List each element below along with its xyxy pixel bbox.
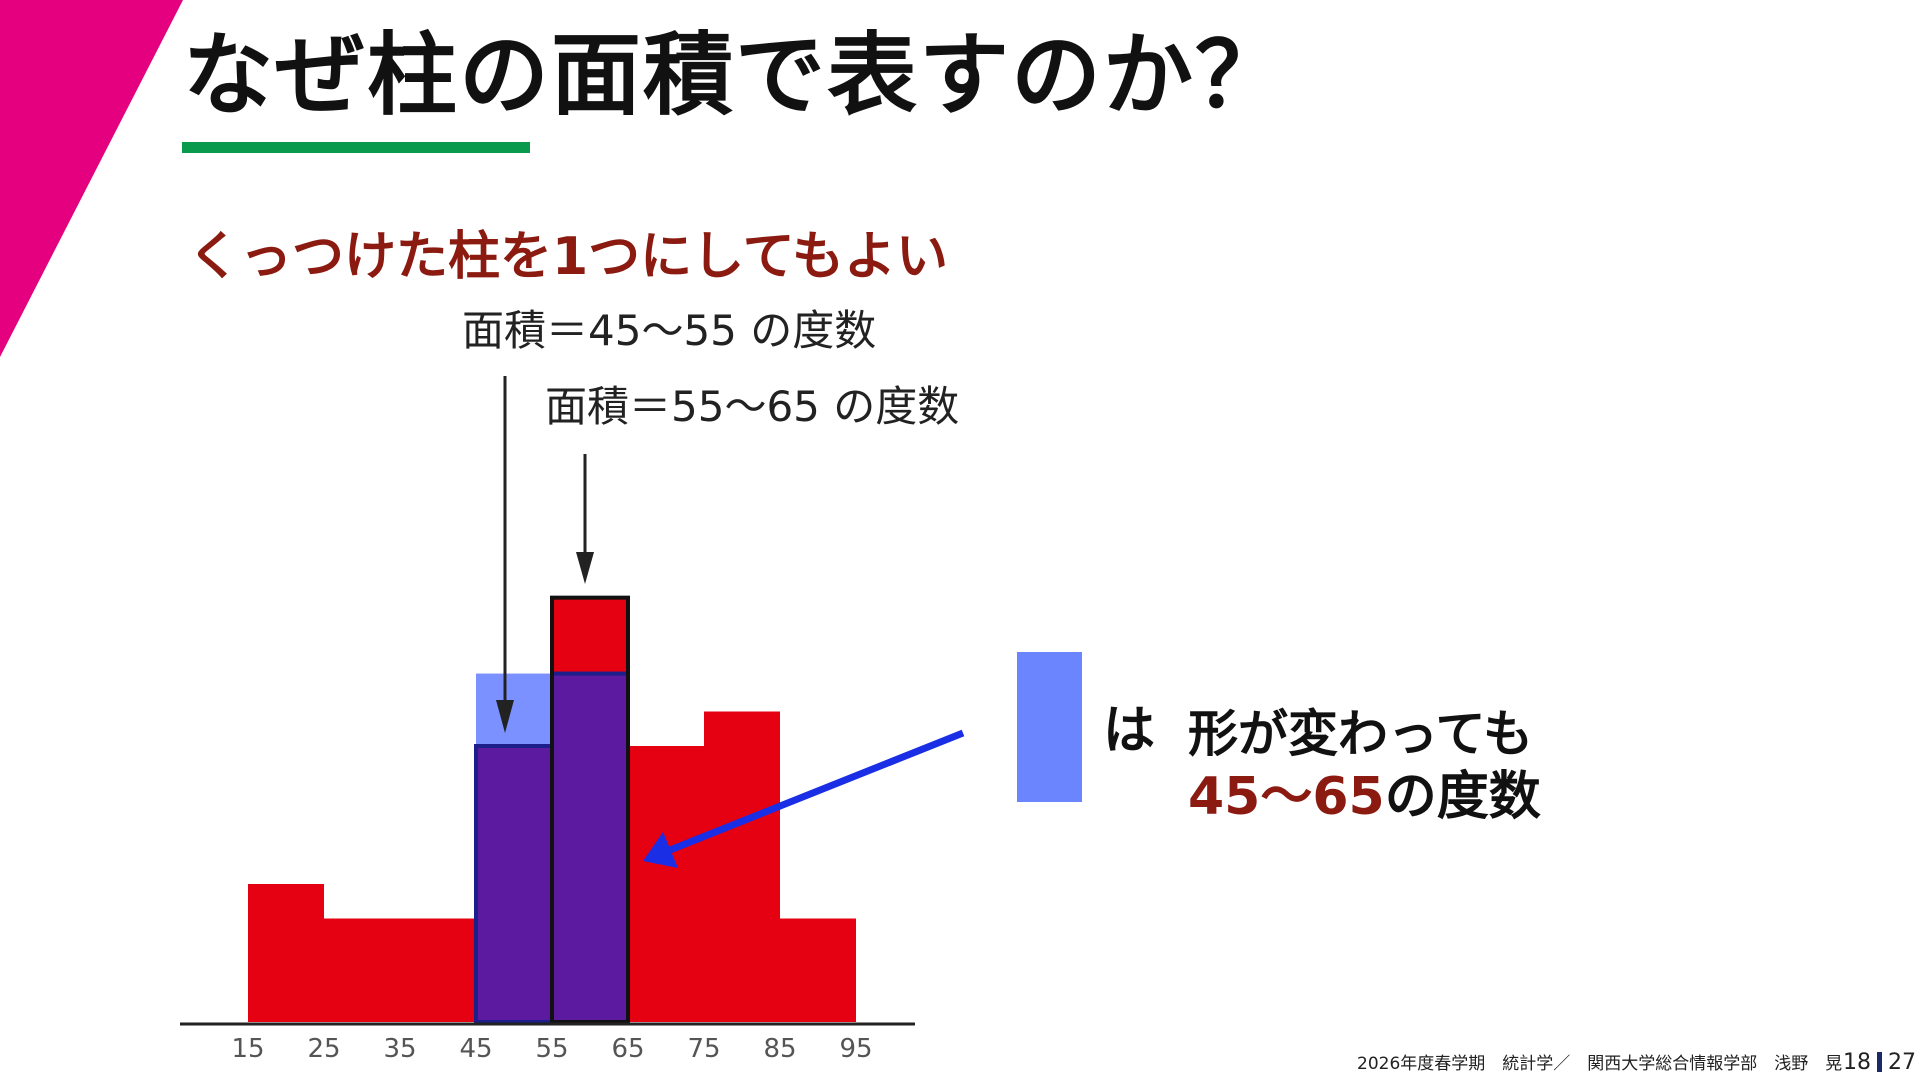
blue-arrow-head: [643, 832, 678, 868]
histogram-bar: [248, 884, 324, 1022]
x-tick-label: 15: [231, 1034, 264, 1064]
slide-title: なぜ柱の面積で表すのか？: [183, 23, 1287, 128]
page-number: 18 27: [1843, 1050, 1916, 1076]
x-tick-label: 35: [383, 1034, 416, 1064]
arrow-45-55-head: [496, 700, 514, 733]
title-underline: [182, 142, 530, 153]
histogram-bar: [628, 746, 704, 1022]
legend-blue-swatch: [1017, 652, 1082, 802]
x-tick-label: 65: [611, 1034, 644, 1064]
x-tick-label: 95: [839, 1034, 872, 1064]
arrow-55-65-head: [576, 552, 594, 584]
x-tick-label: 45: [459, 1034, 492, 1064]
annotation-45-55: 面積＝45〜55 の度数: [462, 306, 877, 355]
x-tick-label: 75: [687, 1034, 720, 1064]
annotation-55-65: 面積＝55〜65 の度数: [545, 382, 960, 431]
histogram-bar: [704, 711, 780, 1022]
histogram-bar: [400, 918, 476, 1022]
page-current: 18: [1843, 1050, 1871, 1075]
legend-line-1: 形が変わっても: [1188, 705, 1533, 763]
legend-range: 45〜65: [1188, 767, 1385, 827]
blue-arrow: [668, 729, 965, 854]
x-tick-label: 55: [535, 1034, 568, 1064]
accent-triangle: [0, 0, 183, 357]
highlighted-bar: [550, 671, 630, 1024]
highlighted-bar-outline: [550, 595, 630, 1025]
legend-range-suffix: の度数: [1384, 767, 1541, 827]
legend-ha-text: は: [1103, 701, 1156, 761]
histogram-bar: [780, 918, 856, 1022]
x-tick-label: 85: [763, 1034, 796, 1064]
page-total: 27: [1888, 1050, 1916, 1075]
footer-credit: 2026年度春学期 統計学／ 関西大学総合情報学部 浅野 晃: [1357, 1054, 1843, 1074]
page-separator: [1877, 1052, 1882, 1072]
x-tick-label: 25: [307, 1034, 340, 1064]
histogram-bar: [324, 918, 400, 1022]
highlighted-bar: [474, 744, 554, 1024]
slide-subtitle: くっつけた柱を1つにしてもよい: [188, 227, 949, 287]
legend-line-2: 45〜65の度数: [1188, 766, 1541, 828]
